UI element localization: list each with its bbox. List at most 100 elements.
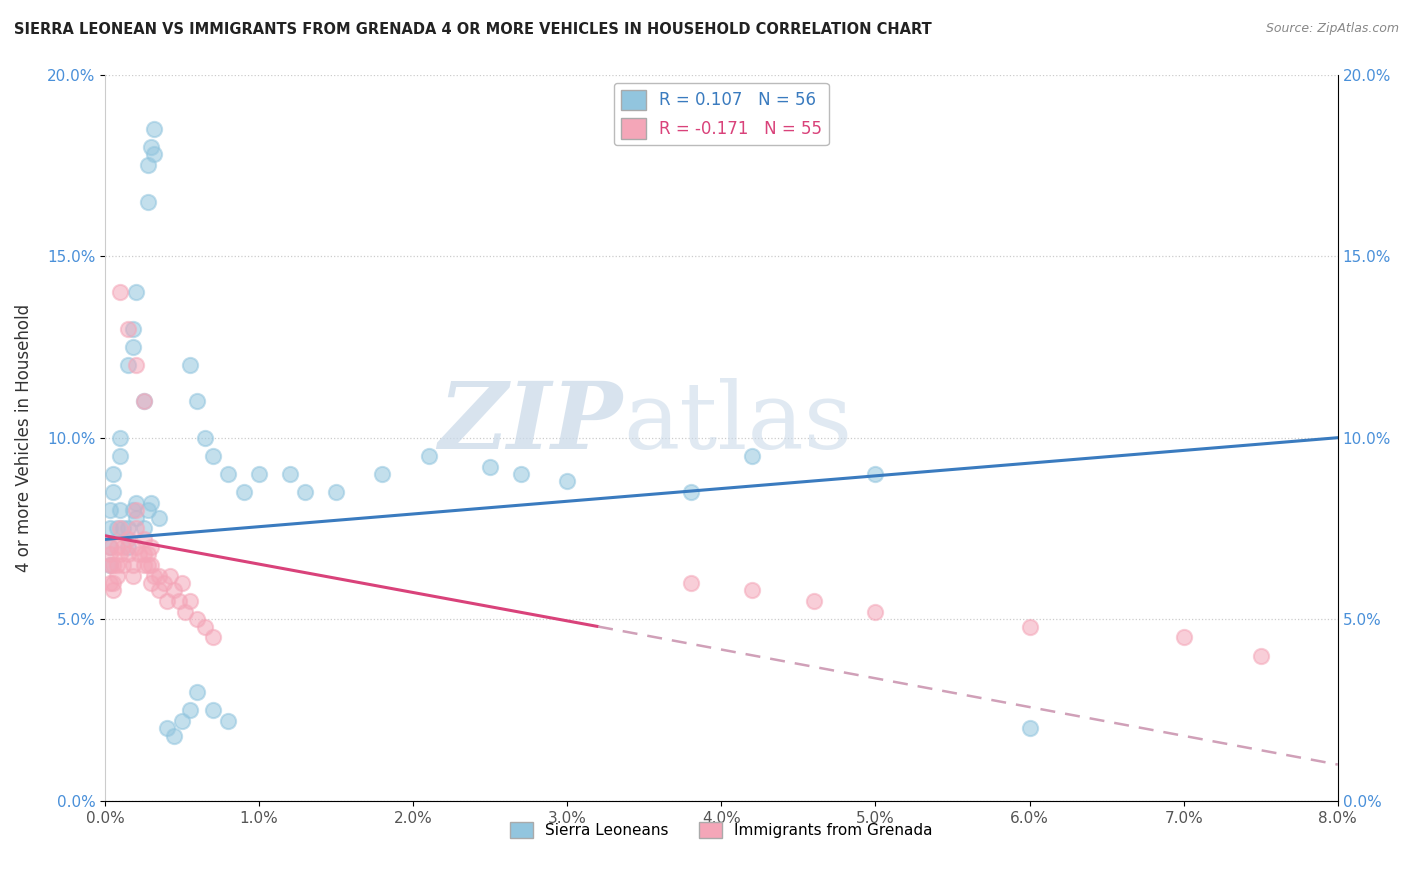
Point bbox=[105, 540, 128, 554]
Point bbox=[105, 558, 128, 572]
Point bbox=[117, 547, 139, 561]
Point bbox=[101, 576, 124, 591]
Point bbox=[125, 358, 148, 372]
Point bbox=[105, 568, 128, 582]
Point bbox=[156, 594, 179, 608]
Point bbox=[217, 467, 239, 481]
Point bbox=[141, 558, 163, 572]
Text: atlas: atlas bbox=[623, 378, 852, 468]
Point bbox=[98, 540, 121, 554]
Point bbox=[201, 703, 224, 717]
Point bbox=[132, 547, 155, 561]
Point bbox=[186, 394, 208, 409]
Point bbox=[143, 147, 166, 161]
Point bbox=[294, 485, 316, 500]
Point bbox=[1018, 619, 1040, 633]
Point bbox=[803, 594, 825, 608]
Point bbox=[112, 558, 135, 572]
Point bbox=[132, 394, 155, 409]
Point bbox=[325, 485, 347, 500]
Point bbox=[132, 533, 155, 547]
Point bbox=[117, 322, 139, 336]
Point bbox=[170, 576, 193, 591]
Point bbox=[117, 533, 139, 547]
Point bbox=[98, 521, 121, 535]
Point bbox=[186, 685, 208, 699]
Y-axis label: 4 or more Vehicles in Household: 4 or more Vehicles in Household bbox=[15, 303, 32, 572]
Point bbox=[179, 703, 201, 717]
Point bbox=[174, 605, 197, 619]
Point bbox=[179, 358, 201, 372]
Point bbox=[741, 583, 763, 598]
Point bbox=[121, 568, 143, 582]
Point bbox=[136, 194, 159, 209]
Point bbox=[105, 521, 128, 535]
Legend: Sierra Leoneans, Immigrants from Grenada: Sierra Leoneans, Immigrants from Grenada bbox=[503, 816, 939, 844]
Point bbox=[679, 485, 702, 500]
Point bbox=[148, 510, 170, 524]
Point bbox=[98, 547, 121, 561]
Point bbox=[865, 605, 887, 619]
Point bbox=[179, 594, 201, 608]
Point bbox=[125, 521, 148, 535]
Point bbox=[148, 568, 170, 582]
Point bbox=[128, 547, 150, 561]
Point bbox=[510, 467, 533, 481]
Point bbox=[865, 467, 887, 481]
Text: SIERRA LEONEAN VS IMMIGRANTS FROM GRENADA 4 OR MORE VEHICLES IN HOUSEHOLD CORREL: SIERRA LEONEAN VS IMMIGRANTS FROM GRENAD… bbox=[14, 22, 932, 37]
Point bbox=[112, 540, 135, 554]
Point bbox=[741, 449, 763, 463]
Point bbox=[232, 485, 254, 500]
Point bbox=[98, 576, 121, 591]
Point bbox=[121, 503, 143, 517]
Point bbox=[479, 459, 502, 474]
Point bbox=[112, 521, 135, 535]
Point bbox=[143, 122, 166, 136]
Point bbox=[136, 547, 159, 561]
Point bbox=[101, 467, 124, 481]
Point bbox=[152, 576, 174, 591]
Point bbox=[141, 540, 163, 554]
Point bbox=[132, 521, 155, 535]
Point bbox=[117, 358, 139, 372]
Point bbox=[167, 594, 190, 608]
Point bbox=[125, 540, 148, 554]
Point bbox=[136, 558, 159, 572]
Text: Source: ZipAtlas.com: Source: ZipAtlas.com bbox=[1265, 22, 1399, 36]
Point bbox=[132, 394, 155, 409]
Point bbox=[1250, 648, 1272, 663]
Point bbox=[159, 568, 181, 582]
Point bbox=[186, 612, 208, 626]
Point bbox=[141, 140, 163, 154]
Point bbox=[148, 583, 170, 598]
Point bbox=[201, 631, 224, 645]
Point bbox=[98, 558, 121, 572]
Point bbox=[110, 547, 132, 561]
Point bbox=[121, 322, 143, 336]
Point bbox=[136, 503, 159, 517]
Point bbox=[170, 714, 193, 728]
Point bbox=[418, 449, 440, 463]
Point bbox=[194, 431, 217, 445]
Point bbox=[136, 158, 159, 172]
Point bbox=[125, 510, 148, 524]
Point bbox=[98, 558, 121, 572]
Point bbox=[101, 583, 124, 598]
Point bbox=[141, 576, 163, 591]
Point bbox=[163, 583, 186, 598]
Point bbox=[121, 558, 143, 572]
Point bbox=[141, 496, 163, 510]
Point bbox=[132, 558, 155, 572]
Point bbox=[679, 576, 702, 591]
Point bbox=[121, 340, 143, 354]
Point bbox=[125, 496, 148, 510]
Point bbox=[117, 521, 139, 535]
Point bbox=[125, 285, 148, 300]
Point bbox=[555, 475, 578, 489]
Point bbox=[110, 285, 132, 300]
Point bbox=[217, 714, 239, 728]
Point bbox=[110, 449, 132, 463]
Point bbox=[125, 503, 148, 517]
Point bbox=[110, 431, 132, 445]
Point bbox=[98, 540, 121, 554]
